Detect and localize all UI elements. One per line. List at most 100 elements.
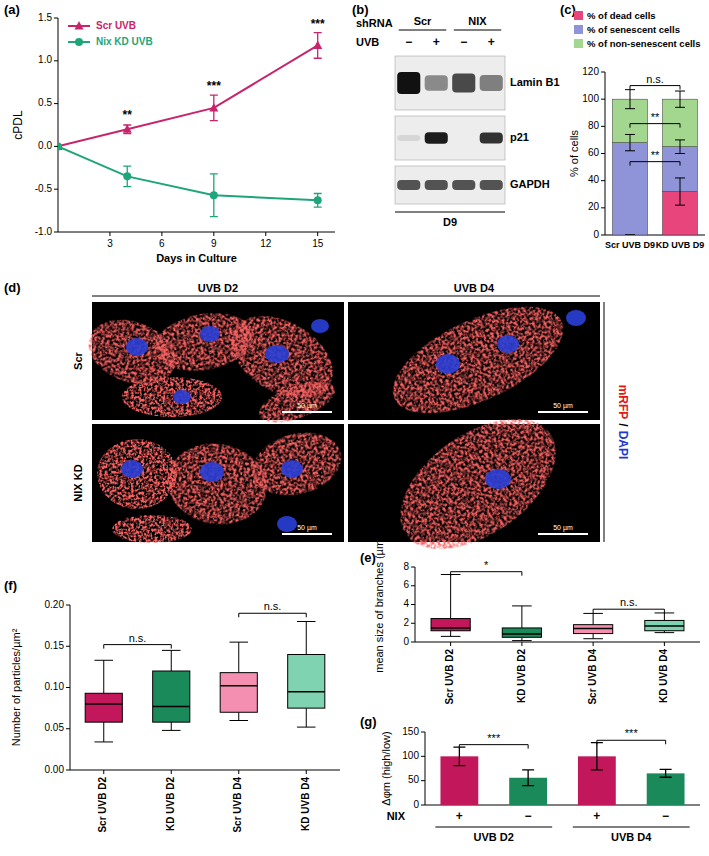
- blot-strip: [395, 116, 505, 160]
- whisker: [238, 712, 239, 720]
- y-tick: [66, 687, 70, 688]
- group-label: Scr: [414, 15, 432, 27]
- column-label: UVB D2: [198, 282, 238, 294]
- y-tick: [54, 103, 58, 104]
- micrograph: 50 µm: [79, 299, 347, 431]
- scale-bar: [538, 411, 588, 413]
- cell: [97, 439, 177, 509]
- x-axis-label: Days in Culture: [156, 252, 237, 264]
- panel-label: (b): [352, 2, 369, 17]
- bracket: [664, 609, 665, 613]
- x-tick-label: KD UVB D2: [516, 649, 527, 703]
- y-tick: [601, 180, 605, 181]
- row-label: Scr: [72, 351, 84, 369]
- x-tick: [161, 232, 162, 236]
- whisker: [238, 642, 239, 673]
- y-tick-label: 0.00: [45, 764, 65, 775]
- significance: ***: [207, 79, 221, 93]
- bracket: [630, 85, 680, 86]
- blot-footer: D9: [443, 216, 457, 228]
- scale-label: 50 µm: [297, 524, 317, 532]
- bracket: [680, 86, 681, 90]
- whisker-cap: [655, 632, 675, 633]
- marker: [58, 142, 62, 150]
- plot-marks: [58, 33, 322, 217]
- marker: [123, 124, 132, 133]
- band: [480, 132, 503, 143]
- whisker-cap: [512, 605, 532, 606]
- band: [425, 132, 448, 144]
- cell: [246, 423, 348, 504]
- bracket: [451, 571, 522, 572]
- y-tick-label: -0.5: [35, 183, 53, 194]
- x-tick: [317, 232, 318, 236]
- whisker: [171, 650, 172, 671]
- y-tick: [411, 585, 415, 586]
- x-tick-label: KD UVB D9: [656, 240, 705, 250]
- lane-label: −: [460, 35, 467, 49]
- legend-label: % of senescent cells: [587, 24, 680, 35]
- bracket: [528, 745, 529, 749]
- y-tick-label: 80: [588, 120, 600, 131]
- x-tick-label: KD UVB D4: [658, 649, 669, 703]
- x-tick: [521, 642, 522, 646]
- bracket: [630, 124, 631, 128]
- whisker: [306, 708, 307, 727]
- nucleus: [436, 354, 460, 374]
- bracket: [630, 123, 680, 124]
- box: [288, 655, 325, 709]
- header-line: [92, 296, 600, 297]
- error-bar: [453, 747, 465, 765]
- plot-marks: [440, 743, 684, 805]
- box: [85, 693, 122, 722]
- nucleus: [200, 462, 224, 482]
- whisker-cap: [162, 730, 181, 731]
- cell: [254, 373, 340, 430]
- y-tick: [411, 604, 415, 605]
- cell: [377, 393, 579, 576]
- x-tick: [238, 770, 239, 774]
- error-bar: [675, 91, 685, 107]
- y-tick-label: 100: [402, 750, 419, 761]
- median: [574, 628, 613, 630]
- y-tick: [421, 756, 425, 757]
- scale-label: 50 µm: [553, 524, 573, 532]
- y-tick-label: 0.05: [45, 722, 65, 733]
- micrograph: 50 µm: [92, 423, 348, 543]
- footer-line: [395, 212, 505, 213]
- x-tick-label: Scr UVB D4: [587, 649, 598, 705]
- band: [480, 180, 503, 190]
- marker: [209, 103, 218, 112]
- error-bar: [210, 174, 218, 217]
- band: [397, 72, 420, 94]
- median: [645, 625, 684, 627]
- bracket: [239, 613, 307, 614]
- y-tick-label: 0.0: [38, 140, 52, 151]
- lane-label: +: [488, 35, 495, 49]
- panel-label: (g): [360, 714, 377, 729]
- x-axis: [58, 232, 335, 233]
- bracket: [171, 645, 172, 649]
- x-tick: [109, 232, 110, 236]
- whisker-cap: [162, 650, 181, 651]
- nucleus: [200, 326, 220, 342]
- x-tick: [171, 770, 172, 774]
- group-label: UVB D4: [611, 831, 652, 843]
- y-axis: [425, 732, 426, 805]
- whisker: [103, 660, 104, 693]
- x-tick-label: 3: [107, 238, 113, 249]
- y-tick-label: 0.5: [38, 97, 52, 108]
- whisker: [171, 722, 172, 730]
- side-line: [604, 302, 605, 542]
- band: [425, 75, 448, 90]
- x-tick: [664, 642, 665, 646]
- y-tick-label: 0.20: [45, 599, 65, 610]
- y-tick: [601, 126, 605, 127]
- y-tick-label: 1.5: [38, 12, 52, 23]
- y-tick-label: 0.15: [45, 640, 65, 651]
- whisker: [593, 634, 594, 639]
- band: [452, 180, 475, 190]
- scale-bar: [282, 533, 332, 535]
- category-title: NIX: [387, 810, 406, 822]
- y-tick: [601, 153, 605, 154]
